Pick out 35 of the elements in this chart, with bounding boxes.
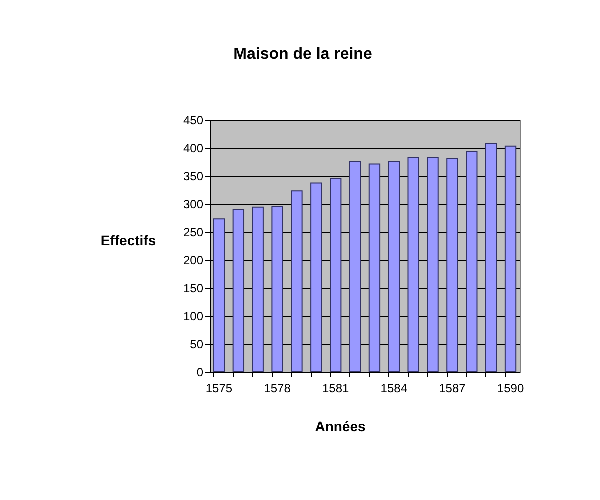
x-tick-label: 1584	[380, 382, 408, 396]
x-tick-label: 1575	[206, 382, 233, 396]
bar	[368, 164, 381, 372]
bar	[388, 160, 400, 372]
x-tick-label: 1578	[264, 382, 292, 396]
bar	[446, 158, 458, 372]
bar	[232, 209, 245, 372]
y-tick-label: 450	[183, 114, 204, 128]
bar	[466, 151, 478, 372]
y-tick-label: 400	[183, 142, 204, 156]
y-tick-label: 50	[190, 338, 204, 352]
bar	[427, 157, 439, 372]
y-tick-label: 200	[183, 254, 204, 268]
x-tick-label: 1590	[497, 382, 524, 396]
y-axis-title: Effectifs	[100, 232, 156, 248]
x-tick-label: 1581	[322, 382, 350, 396]
bar	[252, 206, 264, 372]
y-tick-label: 350	[183, 170, 204, 184]
y-tick-label: 150	[183, 282, 204, 296]
bar	[213, 218, 226, 372]
bar	[485, 143, 498, 372]
y-tick-label: 100	[183, 310, 204, 324]
bar	[291, 190, 303, 372]
y-tick-label: 300	[183, 198, 204, 212]
bar	[504, 146, 517, 372]
x-tick-label: 1587	[439, 382, 466, 396]
bar	[330, 178, 342, 372]
bar	[408, 157, 420, 372]
bar	[272, 206, 284, 372]
bar	[310, 182, 322, 372]
chart-title: Maison de la reine	[234, 46, 372, 63]
bar	[349, 162, 362, 372]
y-tick-label: 250	[183, 226, 204, 240]
y-tick-label: 0	[196, 366, 204, 380]
x-axis-title: Années	[315, 418, 366, 434]
